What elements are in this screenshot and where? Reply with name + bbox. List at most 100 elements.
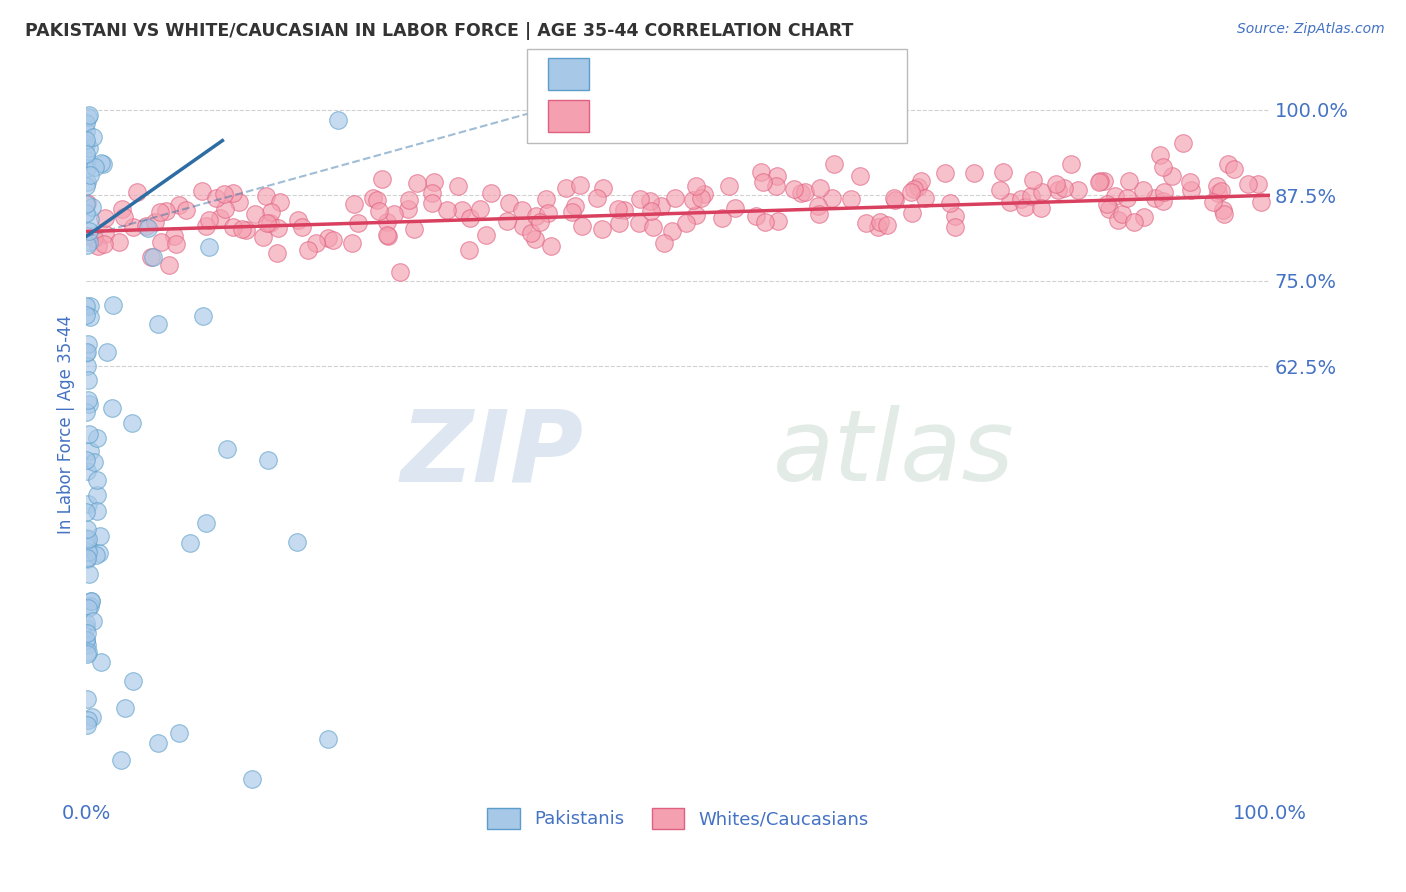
Point <box>79 594 101 608</box>
Point <box>524 209 547 223</box>
Text: ZIP: ZIP <box>401 405 583 502</box>
Point <box>79 444 101 458</box>
Point <box>76 692 98 706</box>
Point <box>883 191 905 205</box>
Point <box>423 175 446 189</box>
Point <box>235 223 257 237</box>
Point <box>80 594 103 608</box>
Point <box>512 219 534 233</box>
Point <box>900 185 922 199</box>
Point <box>215 442 238 456</box>
Point <box>571 219 593 233</box>
Point <box>1031 185 1053 199</box>
Point <box>121 416 143 430</box>
Point <box>166 237 188 252</box>
Point <box>1014 200 1036 214</box>
Point <box>640 204 662 219</box>
Point <box>384 207 406 221</box>
Point <box>1000 194 1022 209</box>
Point <box>316 732 339 747</box>
Point <box>75 616 97 631</box>
Point <box>685 179 707 194</box>
Point <box>884 193 907 207</box>
Point <box>939 195 962 210</box>
Point <box>76 645 98 659</box>
Point <box>214 202 236 216</box>
Point <box>823 157 845 171</box>
Point <box>628 192 651 206</box>
Point <box>77 545 100 559</box>
Point <box>75 453 97 467</box>
Point <box>475 228 498 243</box>
Point <box>1098 202 1121 217</box>
Point <box>89 546 111 560</box>
Point <box>82 129 104 144</box>
Point <box>80 200 103 214</box>
Point <box>710 211 733 225</box>
Point <box>606 202 628 217</box>
Point <box>100 401 122 416</box>
Point <box>398 202 420 216</box>
Point <box>377 228 399 243</box>
Point <box>783 182 806 196</box>
Point <box>75 405 97 419</box>
Point <box>122 674 145 689</box>
Point <box>76 718 98 732</box>
Point <box>87 239 110 253</box>
Point <box>75 123 97 137</box>
Point <box>222 220 245 235</box>
Point <box>1152 194 1174 209</box>
Point <box>1206 186 1229 201</box>
Point <box>195 516 218 531</box>
Point <box>1046 183 1069 197</box>
Point <box>76 337 98 351</box>
Point <box>146 318 169 332</box>
Point <box>231 221 253 235</box>
Point <box>94 227 117 241</box>
Point <box>75 621 97 635</box>
Point <box>876 218 898 232</box>
Point <box>765 179 787 194</box>
Point <box>77 141 100 155</box>
Point <box>83 455 105 469</box>
Point <box>76 344 98 359</box>
Point <box>77 397 100 411</box>
Point <box>907 179 929 194</box>
Point <box>534 193 557 207</box>
Point <box>76 638 98 652</box>
Point <box>745 210 768 224</box>
Point <box>75 206 97 220</box>
Point <box>76 393 98 408</box>
Point <box>195 219 218 233</box>
Point <box>664 191 686 205</box>
Point <box>682 193 704 207</box>
Point <box>326 112 349 127</box>
Point <box>855 216 877 230</box>
Point <box>193 309 215 323</box>
Point <box>569 178 592 192</box>
Point <box>520 226 543 240</box>
Point <box>76 550 98 565</box>
Point <box>75 146 97 161</box>
Point <box>1153 185 1175 199</box>
Point <box>512 202 534 217</box>
Point <box>640 194 662 208</box>
Point <box>76 153 98 167</box>
Point <box>1236 177 1258 191</box>
Point <box>77 108 100 122</box>
Point <box>592 181 614 195</box>
Point <box>82 615 104 629</box>
Point <box>540 239 562 253</box>
Point <box>305 235 328 250</box>
Point <box>155 203 177 218</box>
Point <box>75 308 97 322</box>
Point <box>839 192 862 206</box>
Point <box>1045 178 1067 192</box>
Point <box>174 202 197 217</box>
Point <box>90 156 112 170</box>
Point <box>77 235 100 249</box>
Point <box>228 194 250 209</box>
Point <box>388 265 411 279</box>
Point <box>91 156 114 170</box>
Point <box>1097 196 1119 211</box>
